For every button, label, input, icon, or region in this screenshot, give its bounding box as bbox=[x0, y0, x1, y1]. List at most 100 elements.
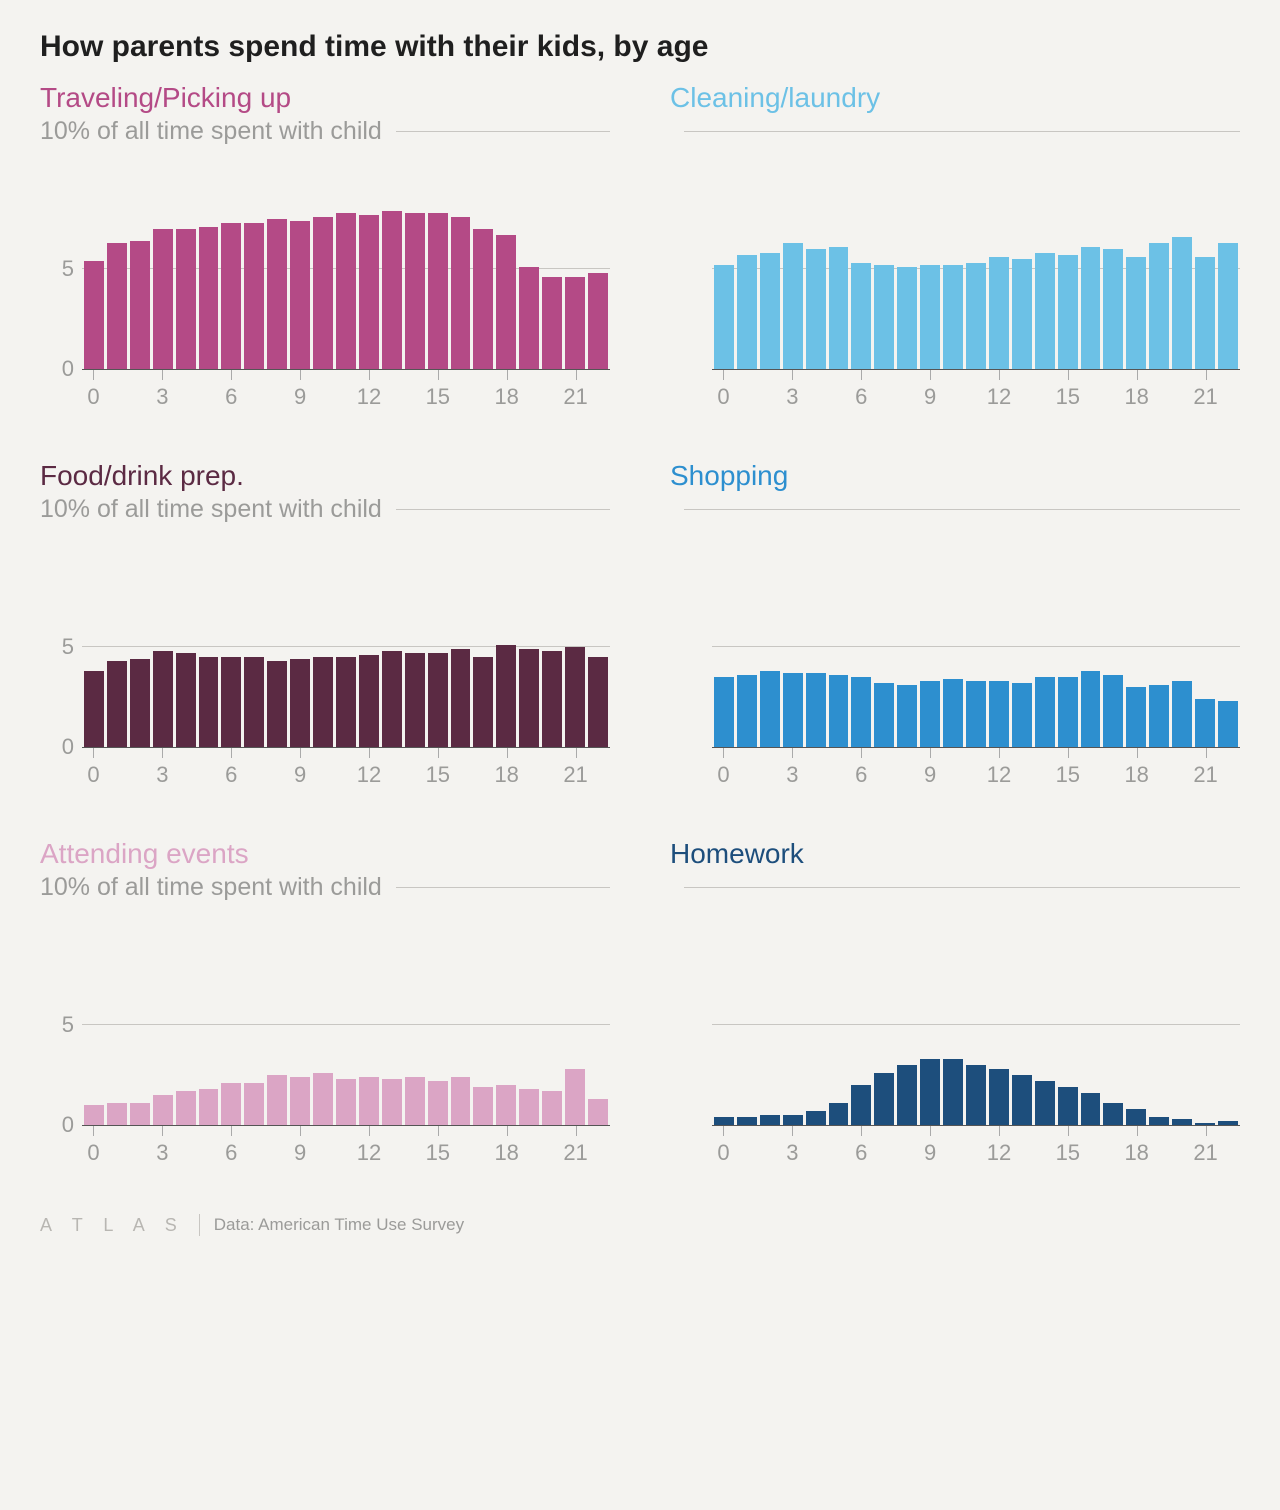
x-axis-label: 12 bbox=[987, 762, 1011, 788]
bar bbox=[451, 217, 471, 369]
x-axis-label: 0 bbox=[717, 1140, 729, 1166]
x-tick bbox=[576, 748, 577, 758]
x-axis-label: 18 bbox=[1124, 762, 1148, 788]
bar bbox=[783, 673, 803, 747]
bar bbox=[966, 1065, 986, 1125]
bar bbox=[1172, 681, 1192, 747]
bar bbox=[1195, 699, 1215, 747]
bar bbox=[153, 1095, 173, 1125]
bar bbox=[714, 265, 734, 369]
x-axis: 036912151821 bbox=[82, 370, 610, 420]
x-tick bbox=[369, 1126, 370, 1136]
x-axis: 036912151821 bbox=[712, 370, 1240, 420]
x-axis-label: 12 bbox=[357, 762, 381, 788]
x-axis-label: 12 bbox=[357, 1140, 381, 1166]
x-axis-label: 6 bbox=[225, 1140, 237, 1166]
x-tick bbox=[369, 748, 370, 758]
bar bbox=[714, 1117, 734, 1125]
bar bbox=[130, 659, 150, 747]
bar bbox=[897, 267, 917, 369]
bar bbox=[1172, 237, 1192, 369]
x-tick bbox=[723, 748, 724, 758]
footer-separator bbox=[199, 1214, 200, 1236]
x-tick bbox=[792, 748, 793, 758]
bar bbox=[428, 1081, 448, 1125]
bar bbox=[382, 211, 402, 369]
x-tick bbox=[300, 370, 301, 380]
x-tick bbox=[1068, 370, 1069, 380]
bar bbox=[829, 1103, 849, 1125]
chart-area: 05036912151821 bbox=[82, 916, 610, 1186]
bar bbox=[267, 1075, 287, 1125]
x-axis-label: 0 bbox=[87, 762, 99, 788]
x-tick bbox=[162, 748, 163, 758]
bar bbox=[290, 221, 310, 369]
x-axis-label: 3 bbox=[786, 1140, 798, 1166]
bar bbox=[84, 1105, 104, 1125]
panel-subtitle: 10% of all time spent with child bbox=[40, 495, 382, 524]
plot-area: 05 bbox=[82, 160, 610, 370]
gridline-10 bbox=[396, 131, 610, 132]
bar bbox=[1012, 259, 1032, 369]
x-axis-label: 12 bbox=[987, 384, 1011, 410]
bar bbox=[1035, 677, 1055, 747]
plot-area bbox=[712, 160, 1240, 370]
bar bbox=[1126, 257, 1146, 369]
x-tick bbox=[438, 748, 439, 758]
bars-container bbox=[712, 916, 1240, 1125]
bars-container bbox=[82, 916, 610, 1125]
bar bbox=[542, 1091, 562, 1125]
bar bbox=[221, 223, 241, 369]
bar bbox=[897, 1065, 917, 1125]
x-axis-label: 15 bbox=[1056, 384, 1080, 410]
x-axis-label: 21 bbox=[563, 1140, 587, 1166]
y-axis-label: 5 bbox=[40, 256, 74, 282]
x-axis-label: 0 bbox=[717, 762, 729, 788]
x-axis-label: 18 bbox=[494, 384, 518, 410]
x-axis-label: 15 bbox=[426, 762, 450, 788]
bar bbox=[1081, 671, 1101, 747]
x-tick bbox=[162, 1126, 163, 1136]
bar bbox=[336, 657, 356, 747]
y-axis-label: 5 bbox=[40, 1012, 74, 1038]
bar bbox=[84, 671, 104, 747]
bar bbox=[244, 1083, 264, 1125]
x-tick bbox=[861, 748, 862, 758]
bar bbox=[244, 657, 264, 747]
gridline-10 bbox=[396, 887, 610, 888]
bar bbox=[851, 1085, 871, 1125]
gridline-10 bbox=[684, 131, 1240, 132]
bar bbox=[107, 661, 127, 747]
bar bbox=[851, 677, 871, 747]
panel-title: Food/drink prep. bbox=[40, 460, 610, 492]
bar bbox=[382, 651, 402, 747]
bar bbox=[989, 1069, 1009, 1125]
subtitle-row bbox=[670, 494, 1240, 524]
bar bbox=[714, 677, 734, 747]
bars-container bbox=[712, 538, 1240, 747]
bar bbox=[519, 1089, 539, 1125]
bar bbox=[1103, 249, 1123, 369]
brand-logo: A T L A S bbox=[40, 1215, 185, 1236]
bar bbox=[199, 227, 219, 369]
x-tick bbox=[231, 748, 232, 758]
bar bbox=[244, 223, 264, 369]
bar bbox=[829, 675, 849, 747]
x-tick bbox=[1068, 1126, 1069, 1136]
bar bbox=[496, 1085, 516, 1125]
bar bbox=[737, 675, 757, 747]
source-label: Data: American Time Use Survey bbox=[214, 1215, 464, 1235]
subtitle-row: 10% of all time spent with child bbox=[40, 494, 610, 524]
bar bbox=[565, 1069, 585, 1125]
bar bbox=[1012, 1075, 1032, 1125]
panel-title: Cleaning/laundry bbox=[670, 82, 1240, 114]
gridline-10 bbox=[396, 509, 610, 510]
bar bbox=[473, 1087, 493, 1125]
panel-events: Attending events10% of all time spent wi… bbox=[40, 838, 610, 1186]
bar bbox=[1058, 677, 1078, 747]
bar bbox=[806, 249, 826, 369]
bar bbox=[588, 273, 608, 369]
bar bbox=[313, 1073, 333, 1125]
x-axis-label: 18 bbox=[1124, 384, 1148, 410]
x-tick bbox=[300, 748, 301, 758]
